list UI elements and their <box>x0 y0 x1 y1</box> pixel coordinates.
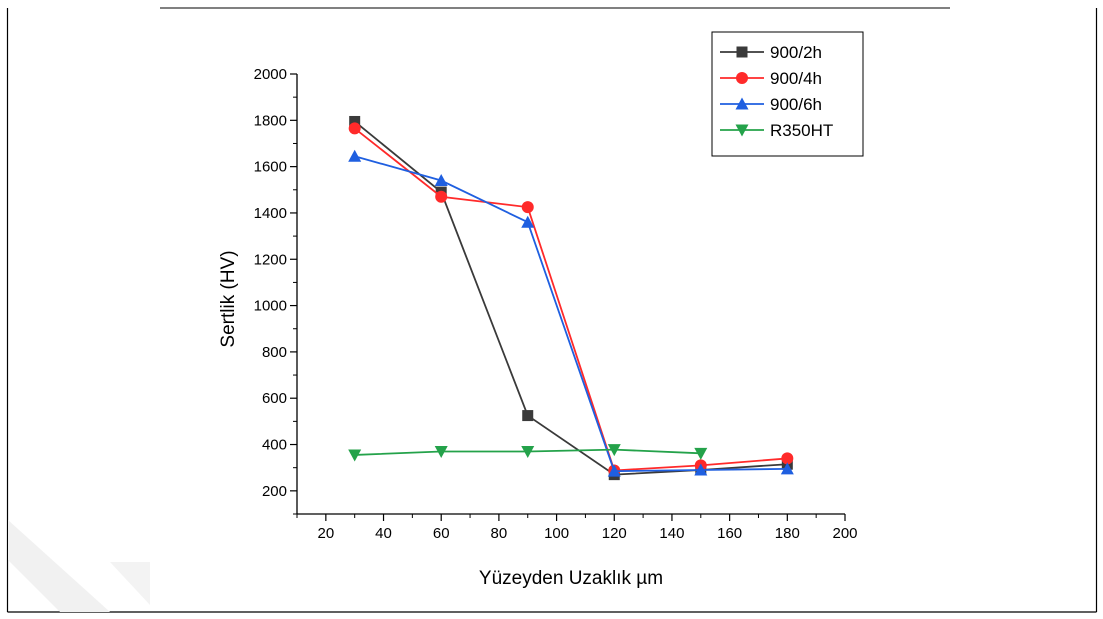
ticks: 20 40 60 80 100 120 140 160 180 200 200 400 600 800 10… <box>254 66 858 542</box>
data-point <box>435 190 448 203</box>
data-point <box>694 447 708 460</box>
series-layer <box>348 115 794 481</box>
series-900-2h <box>349 115 793 481</box>
data-point <box>694 463 708 476</box>
y-tick-label: 600 <box>262 390 287 407</box>
legend-label: R350HT <box>770 121 833 140</box>
series-line <box>354 127 788 472</box>
series-900-6h <box>348 149 794 477</box>
legend-label: 900/2h <box>770 43 822 62</box>
data-point <box>781 452 794 465</box>
x-tick-label: 160 <box>717 525 742 542</box>
y-tick-label: 1800 <box>254 112 287 129</box>
data-point <box>607 444 621 457</box>
data-point <box>349 115 361 127</box>
legend-item: 900/2h <box>720 43 822 62</box>
data-point <box>348 122 361 135</box>
x-tick-label: 100 <box>544 525 569 542</box>
data-point <box>434 174 448 187</box>
data-point <box>521 215 535 228</box>
legend-label: 900/4h <box>770 69 822 88</box>
x-axis-title: Yüzeyden Uzaklık µm <box>479 568 663 589</box>
x-tick-label: 200 <box>832 525 857 542</box>
legend-swatch-marker <box>736 72 748 84</box>
data-point <box>521 445 535 458</box>
watermark-stroke <box>110 562 150 605</box>
data-point <box>780 462 794 475</box>
data-point <box>434 445 448 458</box>
x-tick-label: 80 <box>491 525 508 542</box>
x-tick-label: 180 <box>775 525 800 542</box>
y-axis-title: Sertlik (HV) <box>218 250 239 347</box>
x-tick-label: 40 <box>375 525 392 542</box>
y-tick-label: 800 <box>262 344 287 361</box>
legend-swatch-marker <box>736 46 748 58</box>
y-tick-label: 1000 <box>254 298 287 315</box>
data-point <box>522 410 534 422</box>
x-tick-label: 60 <box>433 525 450 542</box>
legend-item: 900/6h <box>720 95 822 114</box>
x-tick-label: 120 <box>602 525 627 542</box>
legend-swatch-marker <box>735 97 749 110</box>
series-900-4h <box>348 122 794 477</box>
y-tick-label: 200 <box>262 483 287 500</box>
data-point <box>348 449 362 462</box>
data-point <box>348 149 362 162</box>
legend-swatch-marker <box>735 124 749 137</box>
y-tick-label: 1400 <box>254 205 287 222</box>
y-tick-label: 400 <box>262 437 287 454</box>
legend-label: 900/6h <box>770 95 822 114</box>
series-r350ht <box>348 444 708 462</box>
y-tick-label: 1600 <box>254 159 287 176</box>
legend: 900/2h 900/4h 900/6h R350HT <box>711 31 864 157</box>
legend-item: R350HT <box>720 121 833 140</box>
data-point <box>607 464 621 477</box>
axes <box>296 74 845 515</box>
legend-item: 900/4h <box>720 69 822 88</box>
watermark-stroke <box>8 520 110 612</box>
y-tick-label: 2000 <box>254 66 287 83</box>
x-tick-label: 20 <box>317 525 334 542</box>
series-line <box>354 155 788 473</box>
y-tick-label: 1200 <box>254 251 287 268</box>
data-point <box>521 201 534 214</box>
x-tick-label: 140 <box>659 525 684 542</box>
